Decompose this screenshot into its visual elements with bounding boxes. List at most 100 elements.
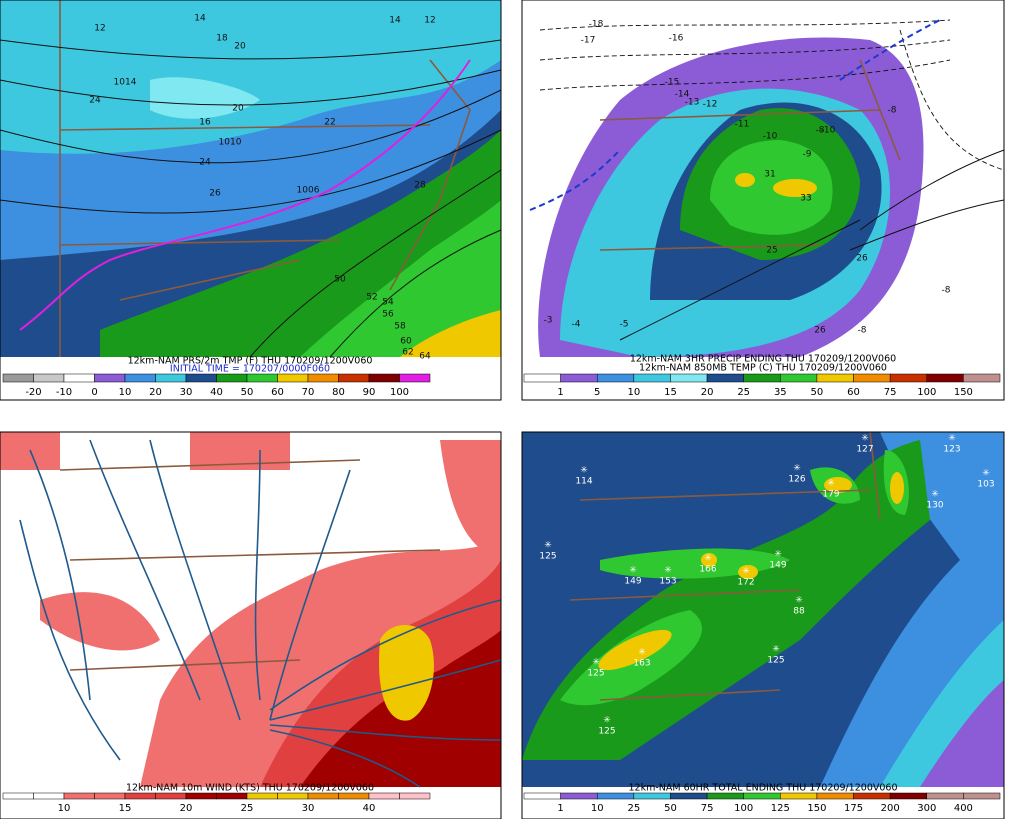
colorbar-segment [670,373,708,383]
contour-label: 22 [324,118,335,128]
contour-label: 28 [414,181,426,191]
colorbar-label: 20 [701,387,714,398]
contour-label: -10 [821,126,836,136]
colorbar-label: 10 [591,803,604,814]
colorbar-label: 300 [917,803,936,814]
colorbar-segment [216,792,248,800]
colorbar-segment [670,792,708,800]
colorbar-label: 25 [627,803,640,814]
colorbar-segment [706,373,744,383]
colorbar-segment [743,373,781,383]
station-marker: ✳ [603,716,611,726]
colorbar-label: 1 [557,387,563,398]
contour-label: 24 [199,158,211,168]
colorbar-segment [560,373,598,383]
colorbar-label: 125 [771,803,790,814]
contour-label: 24 [89,96,101,106]
contour-label: 12 [94,24,105,34]
colorbar-segment [2,792,34,800]
contour-label: 58 [394,322,406,332]
station-marker: ✳ [982,469,990,479]
colorbar-label: 150 [807,803,826,814]
colorbar-segment [853,792,891,800]
station-marker: ✳ [544,541,552,551]
station-marker: ✳ [664,566,672,576]
contour-label: 14 [389,16,401,26]
contour-label: -3 [544,316,553,326]
station-marker: ✳ [931,490,939,500]
colorbar-label: 35 [774,387,787,398]
contour-label: 1014 [114,78,137,88]
contour-label: 64 [419,352,431,362]
contour-label: 1010 [219,138,242,148]
station-marker: ✳ [795,596,803,606]
colorbar-label: 0 [91,387,97,398]
contour-label: 26 [856,254,868,264]
colorbar-label: 10 [119,387,132,398]
station-value: 179 [822,490,839,500]
contour-label: 52 [366,293,377,303]
colorbar-segment [307,373,339,383]
station-value: 123 [943,445,960,455]
colorbar-label: 30 [180,387,193,398]
contour-label: 20 [232,104,244,114]
colorbar-label: 200 [881,803,900,814]
colorbar-segment [399,373,431,383]
station-marker: ✳ [704,554,712,564]
contour-label: 50 [334,275,346,285]
map-caption: 12km-NAM 10m WIND (KTS) THU 170209/1200V… [126,783,374,794]
total-precip-map [521,431,1005,820]
colorbar-label: 15 [664,387,677,398]
contour-label: 31 [764,170,775,180]
contour-label: -5 [620,320,629,330]
station-value: 88 [793,607,805,617]
colorbar-label: 1 [557,803,563,814]
colorbar-label: 150 [954,387,973,398]
colorbar-segment [523,373,561,383]
colorbar-label: 90 [363,387,376,398]
colorbar-segment [816,792,854,800]
map-caption: 12km-NAM 3HR PRECIP ENDING THU 170209/12… [630,354,896,365]
colorbar-segment [889,373,928,383]
contour-label: -13 [685,98,700,108]
contour-label: 62 [402,348,413,358]
station-value: 125 [587,669,604,679]
colorbar-label: 400 [954,803,973,814]
map-caption: 12km-NAM PRS/2m TMP (F) THU 170209/1200V… [128,356,373,367]
colorbar-segment [926,792,964,800]
colorbar-segment [155,373,187,383]
contour-label: -16 [669,34,684,44]
station-marker: ✳ [827,479,835,489]
colorbar-segment [853,373,891,383]
precip-map [521,0,1005,401]
colorbar-label: 50 [811,387,824,398]
colorbar-label: -10 [56,387,72,398]
contour-label: 33 [800,194,811,204]
station-value: 166 [699,565,716,575]
colorbar-segment [596,792,635,800]
colorbar-segment [307,792,339,800]
colorbar-label: 60 [847,387,860,398]
contour-label: -10 [763,132,778,142]
contour-label: -11 [735,120,750,130]
colorbar-segment [780,373,818,383]
colorbar-segment [63,792,95,800]
contour-label: -8 [888,106,897,116]
contour-label: -14 [675,90,690,100]
colorbar-label: 50 [664,803,677,814]
colorbar-segment [155,792,187,800]
station-value: 163 [633,659,650,669]
colorbar-segment [94,792,126,800]
station-value: 125 [767,656,784,666]
station-value: 172 [737,578,754,588]
contour-label: 26 [209,189,221,199]
colorbar-label: 15 [119,803,132,814]
colorbar-label: -20 [25,387,41,398]
contour-label: -12 [703,100,718,110]
station-marker: ✳ [580,466,588,476]
colorbar-segment [633,373,671,383]
station-marker: ✳ [793,464,801,474]
colorbar-label: 80 [332,387,345,398]
colorbar-segment [277,792,309,800]
